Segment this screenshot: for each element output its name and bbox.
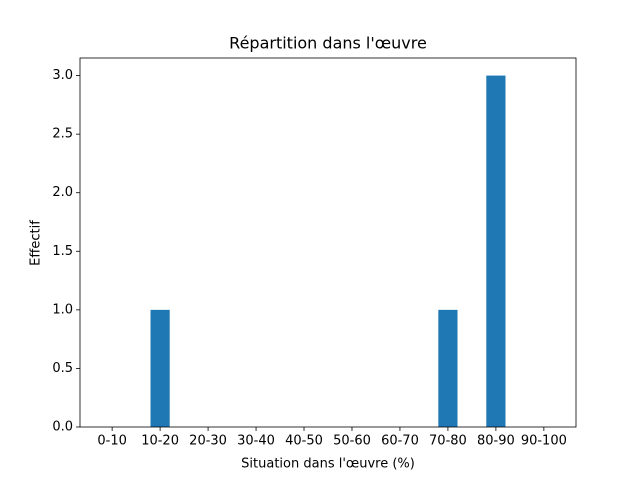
x-tick-label: 30-40: [237, 434, 275, 449]
y-tick-label: 1.5: [52, 244, 73, 259]
chart-title: Répartition dans l'œuvre: [229, 34, 427, 53]
x-tick-label: 80-90: [477, 434, 515, 449]
x-tick-label: 0-10: [97, 434, 127, 449]
x-tick-label: 60-70: [381, 434, 419, 449]
x-axis-label: Situation dans l'œuvre (%): [241, 457, 415, 472]
y-tick-label: 1.0: [52, 302, 73, 317]
x-tick-label: 20-30: [189, 434, 227, 449]
y-tick-label: 0.0: [52, 420, 73, 435]
y-axis-label: Effectif: [29, 220, 44, 266]
x-tick-label: 40-50: [285, 434, 323, 449]
bar: [438, 309, 458, 427]
bar: [486, 75, 506, 428]
y-tick-label: 2.5: [52, 127, 73, 142]
y-tick-label: 0.5: [52, 361, 73, 376]
x-tick-label: 70-80: [429, 434, 467, 449]
x-tick-label: 50-60: [333, 434, 371, 449]
y-tick-label: 3.0: [52, 68, 73, 83]
bar: [150, 309, 170, 427]
x-tick-label: 10-20: [141, 434, 179, 449]
plot-frame: [79, 57, 577, 428]
x-tick-label: 90-100: [521, 434, 567, 449]
y-tick-label: 2.0: [52, 185, 73, 200]
